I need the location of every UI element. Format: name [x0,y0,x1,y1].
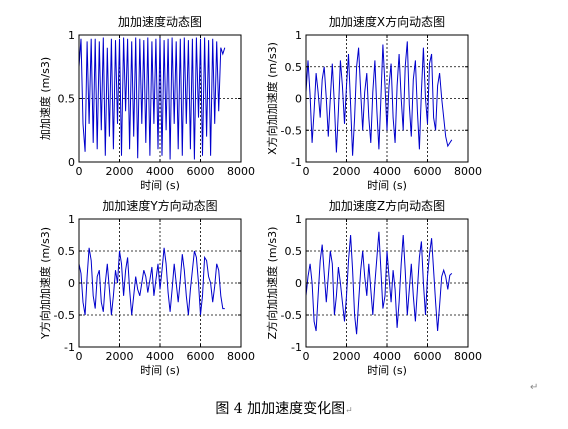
chart-panel-3: 0 2000 4000 6000 8000 -1 -0.5 0 0.5 1 加加速度Y方向动态图时间… [38,198,255,377]
x-tick-label: 4000 [146,350,174,363]
x-axis-label: 时间 (s) [140,179,180,192]
chart-panel-2: 0 2000 4000 6000 8000 -1 -0.5 0 0.5 1 加加速度X方向动态图时间… [265,14,482,192]
series-line-1 [305,231,453,335]
y-tick-label: 0.5 [285,245,303,258]
x-tick-label: 2000 [106,350,134,363]
series-line-1 [78,36,226,160]
x-tick-label: 0 [76,350,83,363]
x-tick-label: 4000 [373,350,401,363]
y-tick-label: 0 [295,93,302,106]
x-tick-label: 4000 [146,165,174,178]
y-tick-label: 1 [68,213,75,226]
figure-caption-text: 图 4 加加速度变化图 [215,401,346,417]
x-tick-label: 2000 [106,165,134,178]
x-tick-label: 8000 [454,165,482,178]
x-tick-label: 6000 [414,165,442,178]
y-tick-label: -1 [291,156,302,169]
chart-title: 加加速度动态图 [118,14,202,29]
y-tick-label: 0.5 [58,245,76,258]
figure-caption: 图 4 加加速度变化图↵ [0,398,568,418]
x-tick-label: 0 [303,350,310,363]
y-axis-label: Z方向加加速度 (m/s3) [265,227,279,340]
y-axis-label: Y方向加加速度 (m/s3) [38,227,52,340]
x-tick-label: 6000 [414,350,442,363]
chart-title: 加加速度Y方向动态图 [102,198,217,213]
y-tick-label: 0 [68,277,75,290]
x-tick-label: 8000 [227,165,255,178]
caption-return-mark: ↵ [345,406,353,416]
x-tick-label: 8000 [454,350,482,363]
y-tick-label: -0.5 [281,309,302,322]
x-tick-label: 4000 [373,165,401,178]
x-axis-label: 时间 (s) [367,179,407,192]
y-tick-label: -0.5 [281,124,302,137]
chart-title: 加加速度Z方向动态图 [329,198,445,213]
series-line-1 [305,41,453,156]
y-tick-label: -1 [291,341,302,354]
x-tick-label: 6000 [187,165,215,178]
x-axis-label: 时间 (s) [140,364,180,377]
x-tick-label: 0 [303,165,310,178]
y-tick-label: 0.5 [285,61,303,74]
y-tick-label: -0.5 [54,309,75,322]
x-tick-label: 0 [76,165,83,178]
x-tick-label: 2000 [333,350,361,363]
x-tick-label: 8000 [227,350,255,363]
y-tick-label: 0 [68,156,75,169]
x-tick-label: 6000 [187,350,215,363]
paragraph-mark: ↵ [530,382,539,393]
series-line-1 [78,247,225,316]
y-tick-label: -1 [64,341,75,354]
chart-title: 加加速度X方向动态图 [329,14,445,29]
x-tick-label: 2000 [333,165,361,178]
y-tick-label: 1 [295,29,302,42]
y-axis-label: 加加速度 (m/s3) [38,57,52,140]
chart-panel-4: 0 2000 4000 6000 8000 -1 -0.5 0 0.5 1 加加速度Z方向动态图时间… [265,198,482,377]
y-tick-label: 0.5 [58,93,76,106]
y-tick-label: 1 [295,213,302,226]
y-tick-label: 1 [68,29,75,42]
y-tick-label: 0 [295,277,302,290]
x-axis-label: 时间 (s) [367,364,407,377]
y-axis-label: X方向加加速度 (m/s3) [265,42,279,155]
